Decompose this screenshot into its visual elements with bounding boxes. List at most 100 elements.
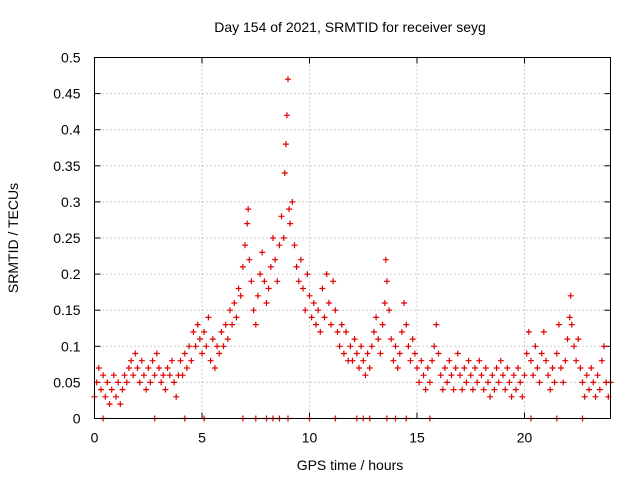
data-point	[283, 112, 290, 119]
data-point	[525, 328, 532, 335]
data-point	[100, 372, 107, 379]
data-point	[362, 372, 369, 379]
data-point	[278, 213, 285, 220]
data-point	[388, 336, 395, 343]
data-point	[267, 263, 274, 270]
data-point	[151, 372, 158, 379]
y-tick-label: 0.35	[53, 158, 80, 174]
data-point	[203, 343, 210, 350]
data-point	[227, 307, 233, 314]
data-point	[407, 357, 414, 364]
data-point	[485, 379, 491, 386]
data-point	[594, 372, 601, 379]
data-point	[237, 292, 244, 299]
x-tick-label: 0	[91, 430, 99, 446]
data-point	[274, 278, 281, 285]
data-point	[147, 379, 154, 386]
data-point	[171, 379, 178, 386]
data-point	[220, 343, 227, 350]
data-point	[287, 220, 294, 227]
data-point	[188, 357, 195, 364]
data-point	[424, 365, 431, 371]
data-point	[508, 393, 515, 400]
data-point	[209, 336, 216, 343]
data-point	[558, 365, 564, 371]
data-point	[95, 365, 102, 371]
data-point	[504, 365, 511, 371]
data-point	[136, 379, 143, 386]
data-point	[285, 76, 291, 83]
data-point	[519, 393, 526, 400]
data-point	[214, 343, 221, 350]
data-point	[383, 278, 390, 285]
data-point	[540, 328, 547, 335]
data-point	[435, 350, 442, 357]
data-point	[577, 365, 584, 371]
data-point	[306, 292, 313, 299]
data-point	[502, 386, 509, 393]
data-point	[487, 393, 494, 400]
data-point	[156, 365, 162, 371]
data-point	[289, 198, 296, 205]
data-point	[573, 357, 580, 364]
data-point	[280, 235, 287, 241]
data-point	[282, 141, 289, 148]
plot-frame	[94, 57, 611, 419]
data-point	[441, 365, 448, 371]
data-point	[405, 343, 412, 350]
data-point	[177, 357, 184, 364]
data-point	[229, 321, 236, 328]
data-point	[98, 386, 104, 393]
data-point	[332, 307, 339, 314]
data-point	[493, 365, 500, 371]
data-point	[119, 386, 126, 393]
data-point	[286, 206, 293, 213]
data-point	[396, 350, 403, 357]
data-point	[183, 365, 190, 371]
data-point	[586, 386, 592, 393]
data-point	[199, 350, 205, 357]
data-point	[168, 357, 175, 364]
data-point	[239, 263, 246, 270]
data-point	[216, 350, 223, 357]
data-point	[315, 307, 322, 314]
data-point	[145, 365, 152, 371]
data-point	[375, 336, 382, 343]
data-point	[472, 365, 478, 371]
data-point	[536, 379, 543, 386]
data-point	[480, 386, 487, 393]
data-point	[420, 372, 427, 379]
data-point	[467, 372, 474, 379]
data-point	[549, 365, 556, 371]
data-point	[506, 379, 513, 386]
data-point	[104, 379, 111, 386]
data-point	[149, 357, 156, 364]
data-point	[115, 379, 122, 386]
data-point	[448, 372, 455, 379]
data-point	[245, 206, 252, 213]
data-point	[334, 328, 341, 335]
data-point	[186, 343, 193, 350]
data-point	[588, 365, 595, 371]
data-point	[534, 365, 541, 371]
data-point	[581, 393, 588, 400]
data-point	[439, 386, 446, 393]
axis-ticks: 0 0.05 0.1 0.15 0.2 0.25 0.3 0.35 0.4 0.45 0.5 0 5 10…	[53, 50, 611, 446]
data-point	[476, 357, 483, 364]
data-point	[347, 343, 354, 350]
chart-title: Day 154 of 2021, SRMTID for receiver sey…	[214, 19, 486, 35]
data-point	[325, 300, 332, 306]
y-tick-label: 0.4	[61, 122, 81, 138]
data-point	[431, 343, 438, 350]
x-tick-label: 5	[198, 430, 206, 446]
data-point	[366, 365, 373, 371]
data-point	[401, 300, 408, 306]
data-point	[235, 285, 242, 292]
data-point	[382, 256, 389, 263]
y-tick-label: 0.2	[61, 266, 81, 282]
data-point	[555, 321, 562, 328]
data-point	[422, 386, 429, 393]
y-tick-label: 0	[73, 411, 81, 427]
data-point	[360, 357, 367, 364]
